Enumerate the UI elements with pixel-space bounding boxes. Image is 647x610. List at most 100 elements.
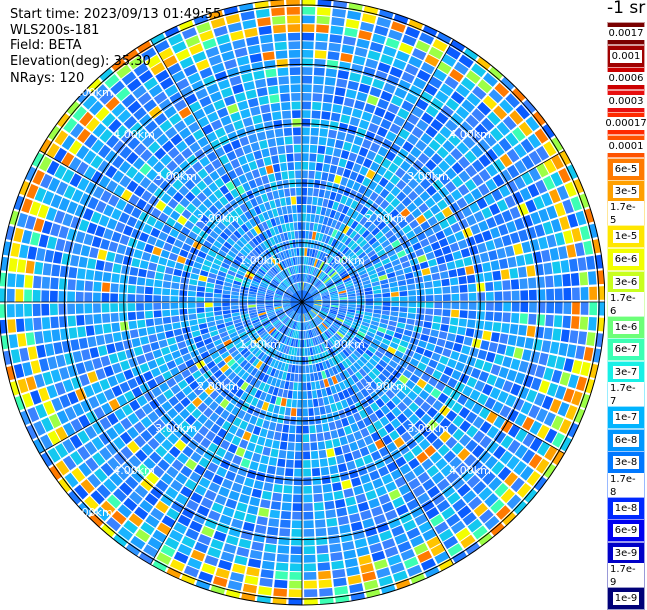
range-gate-cell xyxy=(340,195,348,205)
range-gate-cell xyxy=(279,406,286,415)
range-gate-cell xyxy=(270,368,277,377)
range-gate-cell xyxy=(488,250,498,261)
range-ring-label: 1.00km xyxy=(239,254,281,267)
range-gate-cell xyxy=(346,288,355,292)
range-gate-cell xyxy=(421,327,431,336)
range-gate-cell xyxy=(397,345,407,354)
range-gate-cell xyxy=(324,351,331,359)
range-gate-cell xyxy=(340,150,350,160)
range-gate-cell xyxy=(538,380,550,394)
range-gate-cell xyxy=(182,446,194,458)
range-gate-cell xyxy=(376,16,392,28)
range-gate-cell xyxy=(473,263,483,274)
range-gate-cell xyxy=(460,248,471,258)
radial-grid-line xyxy=(301,301,454,565)
range-gate-cell xyxy=(506,220,517,233)
range-gate-cell xyxy=(450,148,463,161)
range-gate-cell xyxy=(170,210,181,221)
range-gate-cell xyxy=(266,238,273,247)
range-gate-cell xyxy=(165,330,174,339)
colorbar-tick-label: 0.0006 xyxy=(606,72,646,86)
range-gate-cell xyxy=(66,201,78,215)
range-gate-cell xyxy=(244,274,253,280)
range-gate-cell xyxy=(316,354,322,363)
range-gate-cell xyxy=(120,417,133,430)
range-gate-cell xyxy=(105,96,120,111)
range-gate-cell xyxy=(390,197,401,208)
range-gate-cell xyxy=(351,108,363,119)
range-gate-cell xyxy=(423,209,434,220)
range-gate-cell xyxy=(189,43,204,55)
range-gate-cell xyxy=(303,537,315,546)
range-gate-cell xyxy=(102,272,112,282)
range-gate-cell xyxy=(141,403,153,415)
range-gate-cell xyxy=(310,288,317,294)
range-gate-cell xyxy=(356,546,370,557)
range-gate-cell xyxy=(297,339,300,348)
range-gate-cell xyxy=(51,264,61,277)
range-gate-cell xyxy=(211,62,225,74)
range-gate-cell xyxy=(224,317,233,323)
range-gate-cell xyxy=(387,325,396,332)
range-gate-cell xyxy=(126,180,139,193)
range-gate-cell xyxy=(304,572,317,580)
range-gate-cell xyxy=(233,353,242,362)
range-gate-cell xyxy=(246,254,255,262)
range-gate-cell xyxy=(33,438,46,454)
range-gate-cell xyxy=(243,412,252,423)
range-gate-cell xyxy=(30,232,41,246)
range-gate-cell xyxy=(381,283,390,289)
range-gate-cell xyxy=(342,369,351,379)
range-gate-cell xyxy=(283,232,289,241)
range-gate-cell xyxy=(324,77,336,86)
range-gate-cell xyxy=(311,277,316,285)
range-gate-cell xyxy=(573,408,585,424)
range-gate-cell xyxy=(426,342,436,352)
range-gate-cell xyxy=(272,387,279,396)
range-gate-cell xyxy=(89,247,99,259)
range-gate-cell xyxy=(203,75,216,87)
range-gate-cell xyxy=(289,563,302,572)
range-gate-cell xyxy=(118,293,127,302)
colorbar-tick-label: 6e-5 xyxy=(612,162,640,176)
range-gate-cell xyxy=(125,542,141,557)
range-gate-cell xyxy=(196,505,210,517)
range-gate-cell xyxy=(267,138,277,148)
range-gate-cell xyxy=(326,138,336,147)
range-gate-cell xyxy=(388,29,403,41)
range-gate-cell xyxy=(483,272,493,282)
range-gate-cell xyxy=(111,208,122,221)
range-gate-cell xyxy=(183,565,199,578)
range-gate-cell xyxy=(51,397,63,412)
range-gate-cell xyxy=(312,346,316,355)
range-gate-cell xyxy=(164,26,180,39)
range-gate-cell xyxy=(297,222,302,230)
range-gate-cell xyxy=(353,336,362,344)
range-gate-cell xyxy=(271,318,279,324)
range-gate-cell xyxy=(275,396,282,406)
range-gate-cell xyxy=(282,298,291,301)
range-gate-cell xyxy=(158,339,168,348)
range-gate-cell xyxy=(299,282,301,291)
range-gate-cell xyxy=(205,292,213,298)
range-gate-cell xyxy=(277,545,290,554)
range-gate-cell xyxy=(369,142,381,153)
range-gate-cell xyxy=(235,255,244,263)
range-gate-cell xyxy=(253,70,265,80)
range-gate-cell xyxy=(504,245,515,257)
range-gate-cell xyxy=(288,319,293,327)
range-gate-cell xyxy=(346,331,355,339)
range-gate-cell xyxy=(428,258,437,267)
range-gate-cell xyxy=(260,499,271,509)
range-gate-cell xyxy=(240,334,249,341)
range-gate-cell xyxy=(274,475,284,485)
range-gate-cell xyxy=(396,322,406,329)
colorbar-tick-label: 1.7e-7 xyxy=(608,382,644,409)
range-gate-cell xyxy=(389,209,400,219)
range-gate-cell xyxy=(366,150,377,161)
range-gate-cell xyxy=(328,287,337,292)
range-gate-cell xyxy=(378,359,388,368)
range-gate-cell xyxy=(203,469,215,481)
range-gate-cell xyxy=(411,126,424,139)
range-gate-cell xyxy=(116,64,132,79)
